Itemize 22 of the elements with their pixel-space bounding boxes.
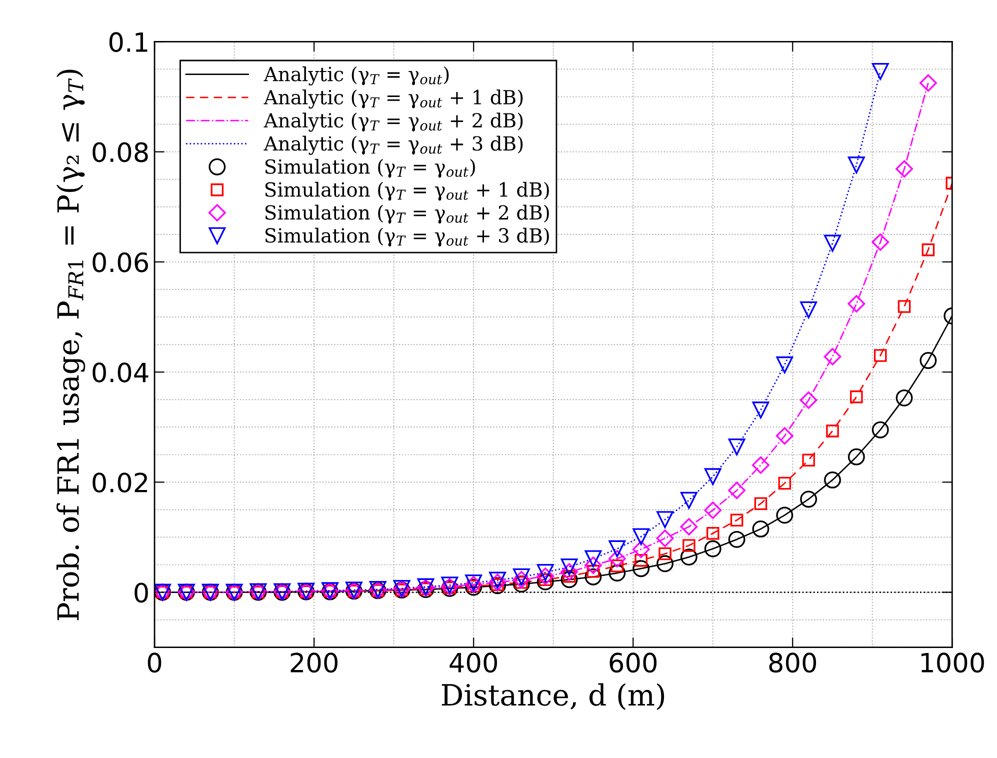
legend-label: Analytic (γ$_{T}$ = γ$_{out}$ + 3 dB): [264, 136, 523, 155]
legend-label: Simulation (γ$_{T}$ = γ$_{out}$ + 1 dB): [265, 182, 549, 201]
legend-label: Simulation (γ$_{T}$ = γ$_{out}$ + 3 dB): [265, 228, 549, 247]
legend-label: Simulation (γ$_{T}$ = γ$_{out}$): [265, 158, 475, 178]
y-tick-label: 0: [134, 582, 148, 603]
x-tick-label: 200: [290, 652, 338, 673]
x-tick-label: 800: [769, 652, 816, 673]
legend-label: Simulation (γ$_{T}$ = γ$_{out}$ + 2 dB): [265, 204, 549, 224]
x-tick-label: 400: [450, 652, 498, 673]
y-tick-label: 0.02: [92, 472, 148, 493]
y-axis-title: Prob. of FR1 usage, P$_{FR1}$ = P(γ₂ ≤ γ$_{T}$): [56, 70, 86, 620]
legend-label: Analytic (γ$_{T}$ = γ$_{out}$ + 2 dB): [264, 112, 523, 132]
x-tick-label: 600: [610, 652, 657, 673]
y-tick-label: 0.06: [92, 252, 148, 272]
y-tick-label: 0.08: [92, 142, 148, 162]
legend-label: Analytic (γ$_{T}$ = γ$_{out}$): [264, 66, 449, 86]
legend-label: Analytic (γ$_{T}$ = γ$_{out}$ + 1 dB): [264, 89, 523, 109]
x-axis-title: Distance, d (m): [442, 683, 664, 710]
y-tick-label: 0.04: [92, 362, 148, 382]
x-tick-label: 1000: [921, 652, 984, 673]
x-tick-label: 0: [148, 652, 162, 673]
y-tick-label: 0.1: [109, 32, 148, 52]
